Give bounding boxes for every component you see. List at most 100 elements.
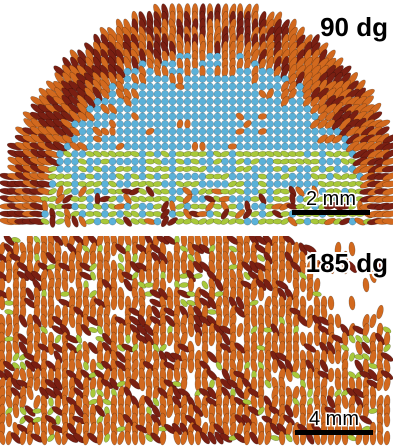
glyph (259, 165, 266, 172)
glyph (71, 150, 78, 157)
glyph (139, 120, 146, 127)
glyph (251, 83, 258, 90)
glyph (139, 98, 146, 105)
glyph (274, 135, 281, 142)
glyph (77, 165, 87, 173)
glyph (191, 128, 198, 135)
glyph (289, 173, 296, 180)
glyph (161, 135, 168, 142)
glyph (296, 90, 303, 97)
glyph (139, 173, 146, 180)
glyph (244, 143, 251, 150)
glyph (169, 105, 176, 112)
angle-label: 90 dg (320, 12, 388, 42)
glyph (310, 151, 319, 157)
glyph (258, 287, 264, 301)
glyph (184, 90, 191, 97)
glyph (304, 150, 311, 157)
glyph (236, 68, 243, 75)
glyph (79, 150, 86, 157)
glyph (188, 359, 194, 373)
glyph (184, 113, 191, 120)
glyph (101, 180, 108, 187)
glyph (281, 143, 288, 150)
glyph (116, 430, 125, 445)
glyph (71, 203, 78, 210)
glyph (139, 83, 146, 90)
glyph (206, 120, 213, 127)
glyph (244, 75, 251, 82)
glyph (266, 188, 273, 195)
glyph (304, 218, 311, 225)
glyph (229, 83, 236, 90)
glyph (131, 158, 138, 165)
glyph (287, 165, 297, 173)
glyph (244, 83, 251, 90)
glyph (101, 135, 108, 142)
glyph (109, 135, 116, 142)
glyph (109, 165, 116, 172)
glyph (310, 165, 320, 174)
glyph (48, 397, 54, 406)
glyph (191, 83, 198, 90)
glyph (341, 165, 348, 172)
glyph (92, 203, 102, 211)
glyph (165, 403, 174, 418)
glyph (146, 68, 153, 75)
glyph (244, 90, 251, 97)
glyph (56, 150, 63, 157)
glyph (175, 158, 185, 165)
glyph (214, 75, 221, 82)
glyph (259, 135, 266, 142)
glyph (184, 119, 190, 128)
glyph (116, 120, 123, 127)
glyph (235, 180, 245, 187)
glyph (251, 135, 258, 142)
glyph (187, 431, 194, 446)
glyph (244, 180, 251, 187)
glyph (56, 158, 63, 165)
glyph (116, 98, 123, 105)
glyph (274, 120, 281, 127)
glyph (176, 143, 183, 150)
glyph (131, 165, 138, 172)
glyph (71, 135, 78, 142)
glyph (206, 150, 213, 157)
glyph (244, 158, 251, 165)
glyph (60, 291, 69, 297)
glyph (296, 195, 303, 202)
glyph (71, 165, 78, 172)
glyph (191, 105, 198, 112)
glyph (154, 128, 161, 135)
glyph (280, 195, 290, 202)
glyph (41, 210, 48, 217)
glyph (281, 128, 288, 135)
glyph (101, 173, 108, 180)
glyph (300, 278, 306, 292)
glyph (304, 165, 311, 172)
glyph (221, 135, 228, 142)
glyph (319, 143, 326, 150)
glyph (229, 98, 236, 105)
glyph (266, 98, 273, 105)
glyph (212, 157, 222, 165)
glyph (159, 431, 166, 446)
glyph (242, 165, 252, 174)
glyph (281, 165, 288, 172)
glyph (229, 128, 236, 135)
glyph (68, 314, 76, 329)
glyph (206, 105, 213, 112)
glyph (139, 128, 146, 135)
glyph (199, 173, 206, 180)
glyph (124, 105, 131, 112)
glyph (193, 273, 203, 279)
glyph (116, 180, 123, 187)
glyph (63, 181, 72, 187)
glyph (383, 431, 390, 445)
glyph (146, 75, 153, 82)
glyph (161, 98, 168, 105)
glyph (368, 313, 377, 328)
glyph (310, 159, 319, 164)
glyph (176, 113, 183, 120)
glyph (236, 135, 243, 142)
